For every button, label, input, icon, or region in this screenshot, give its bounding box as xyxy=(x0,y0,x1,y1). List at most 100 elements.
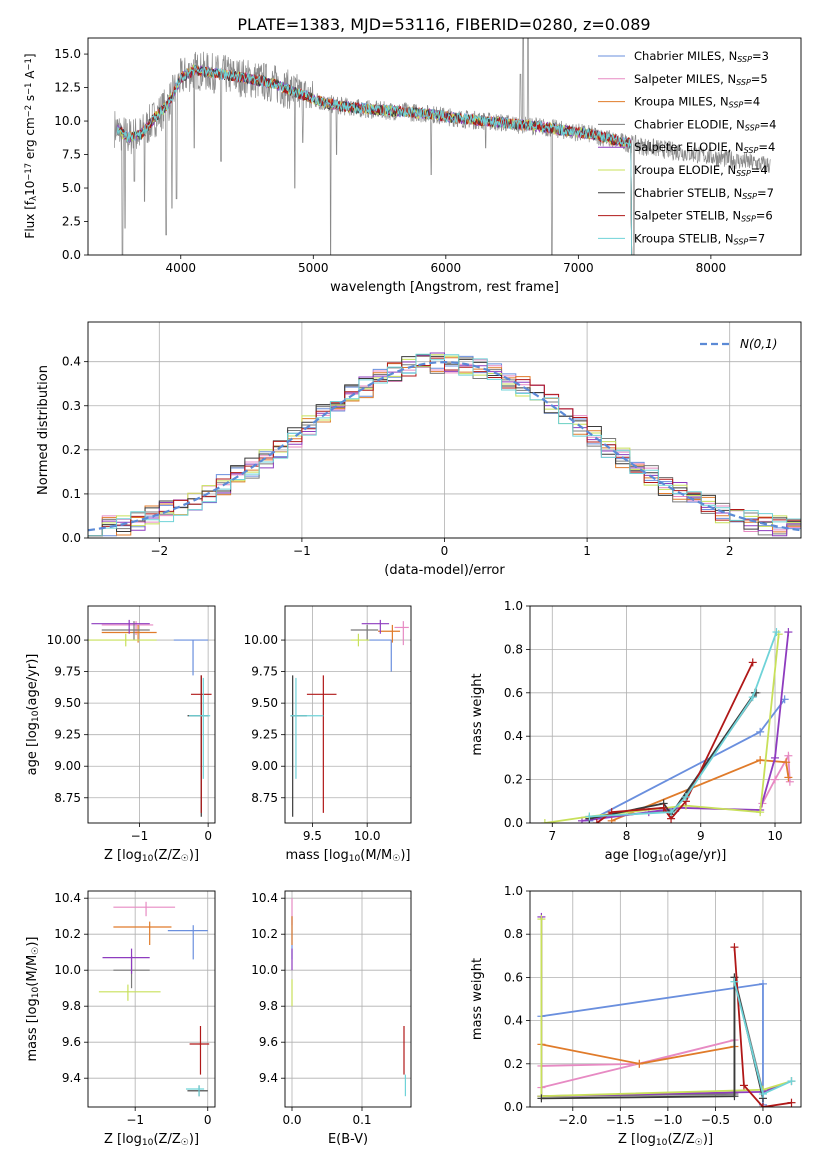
y-tick-label: 0.1 xyxy=(62,487,81,501)
y-tick-label: 9.50 xyxy=(251,696,278,710)
y-tick-label: 5.0 xyxy=(62,181,81,195)
y-tick-label: 10.0 xyxy=(54,963,81,977)
weight-line-6 xyxy=(589,692,756,820)
axis-frame: 7 8 9 10 0.0 0.2 0.4 0.6 0.8 1.0 age [log10(age/yr… xyxy=(504,599,802,864)
axes-residuals: −2 −1 0 1 2 0.0 0.1 0.2 0.3 0.4 (data-model)/error… xyxy=(36,321,802,578)
plot-area-mass_vs_Z xyxy=(98,901,210,1097)
axes-mass_weight_vs_Z: −2.0 −1.5 −1.0 −0.5 0.0 0.0 0.2 0.4 0.6 0.8 1.0 Z [… xyxy=(470,884,802,1148)
y-tick-label: 0.0 xyxy=(504,816,523,830)
y-tick-label: 10.2 xyxy=(251,927,278,941)
x-tick-label: −2 xyxy=(150,544,168,558)
x-axis-label: Z [log10(Z/Z☉)] xyxy=(104,1132,199,1148)
x-tick-label: 9.5 xyxy=(303,829,322,843)
x-tick-label: −2.0 xyxy=(558,1113,587,1127)
x-tick-label: 7 xyxy=(548,829,556,843)
x-axis-label: E(B-V) xyxy=(328,1132,368,1147)
axes-frame xyxy=(87,37,802,256)
weight-line-3 xyxy=(589,692,758,820)
x-axis-label: wavelength [Angstrom, rest frame] xyxy=(330,280,559,295)
x-tick-label: −1 xyxy=(293,544,311,558)
plot-area-age_vs_mass xyxy=(290,619,409,817)
weight-line-7 xyxy=(733,947,792,1107)
x-tick-label: 0 xyxy=(204,829,212,843)
y-tick-label: 9.50 xyxy=(54,696,81,710)
legend-label-gaussian: N(0,1) xyxy=(740,337,777,351)
y-tick-label: 9.6 xyxy=(62,1035,81,1049)
x-tick-label: 10.0 xyxy=(354,829,381,843)
y-tick-label: 9.75 xyxy=(54,665,81,679)
weight-line-0 xyxy=(588,698,786,822)
weight-line-1 xyxy=(761,752,791,804)
axes-spectrum: 4000 5000 6000 7000 8000 0.0 2.5 5.0 7.5 10.0 12.5… xyxy=(23,37,802,295)
y-axis-label: mass weight xyxy=(470,958,485,1040)
weight-line-3 xyxy=(541,977,764,1098)
plot-area-mass_weight_vs_Z xyxy=(537,912,796,1107)
x-tick-label: 2 xyxy=(726,544,734,558)
axis-frame: −1 0 9.4 9.6 9.8 10.0 10.2 10.4 Z [log10(Z/Z☉)] xyxy=(54,890,216,1148)
y-tick-label: 9.8 xyxy=(62,999,81,1013)
y-tick-label: 1.0 xyxy=(504,599,523,613)
axis-frame: 4000 5000 6000 7000 8000 0.0 2.5 5.0 7.5 10.0 12.5… xyxy=(54,37,802,295)
axes-frame xyxy=(87,890,216,1108)
weight-line-4 xyxy=(540,916,792,1098)
y-tick-label: 1.0 xyxy=(504,884,523,898)
plot-area-residuals xyxy=(88,352,801,538)
histogram-8 xyxy=(88,353,801,538)
y-tick-label: 0.2 xyxy=(504,1057,523,1071)
y-tick-label: 8.75 xyxy=(54,791,81,805)
x-tick-label: −1.5 xyxy=(606,1113,635,1127)
legend-label-8: Kroupa STELIB, NSSP=7 xyxy=(634,231,765,246)
y-tick-label: 0.4 xyxy=(504,1014,523,1028)
y-tick-label: 7.5 xyxy=(62,148,81,162)
legend-label-4: Salpeter ELODIE, NSSP=4 xyxy=(634,140,775,155)
y-tick-label: 0.6 xyxy=(504,686,523,700)
legend-label-3: Chabrier ELODIE, NSSP=4 xyxy=(634,117,776,132)
y-axis-label: Normed distribution xyxy=(36,365,51,495)
y-tick-label: 10.00 xyxy=(47,633,81,647)
x-tick-label: 6000 xyxy=(431,261,462,275)
axes-frame xyxy=(284,890,412,1108)
figure-title: PLATE=1383, MJD=53116, FIBERID=0280, z=0… xyxy=(237,15,650,34)
x-tick-label: 0 xyxy=(204,1113,212,1127)
legend-label-0: Chabrier MILES, NSSP=3 xyxy=(634,49,769,64)
x-tick-label: 0.0 xyxy=(753,1113,772,1127)
y-tick-label: 10.00 xyxy=(244,633,278,647)
x-tick-label: −1 xyxy=(126,1113,144,1127)
y-tick-label: 0.8 xyxy=(504,642,523,656)
axes-frame xyxy=(87,605,216,824)
x-tick-label: 0.1 xyxy=(352,1113,371,1127)
axis-frame: 9.5 10.0 8.75 9.00 9.25 9.50 9.75 10.00 mass [lo… xyxy=(244,605,412,864)
y-tick-label: 10.2 xyxy=(54,927,81,941)
x-tick-label: 7000 xyxy=(563,261,594,275)
weight-line-5 xyxy=(544,634,780,823)
y-axis-label: age [log10(age/yr)] xyxy=(25,654,41,776)
y-tick-label: 2.5 xyxy=(62,215,81,229)
y-tick-label: 9.25 xyxy=(251,728,278,742)
plot-area-spectrum xyxy=(114,38,771,255)
y-tick-label: 0.3 xyxy=(62,399,81,413)
x-axis-label: (data-model)/error xyxy=(384,563,505,578)
x-tick-label: 0 xyxy=(441,544,449,558)
x-tick-label: 8000 xyxy=(696,261,727,275)
plot-area-mass_vs_EBV xyxy=(291,898,406,1097)
x-tick-label: 0.0 xyxy=(282,1113,301,1127)
y-tick-label: 0.2 xyxy=(504,773,523,787)
x-tick-label: 9 xyxy=(697,829,705,843)
axes-frame xyxy=(284,605,412,824)
axis-frame: −2 −1 0 1 2 0.0 0.1 0.2 0.3 0.4 (data-model)/error xyxy=(62,321,802,578)
y-axis-label: Flux [fλ10−17 erg cm−2 s−1 A−1] xyxy=(23,53,38,238)
plot-area-mass_weight_vs_age xyxy=(540,628,794,823)
model-spectrum-8 xyxy=(116,64,635,255)
y-tick-label: 0.0 xyxy=(504,1100,523,1114)
y-tick-label: 8.75 xyxy=(251,791,278,805)
y-tick-label: 10.4 xyxy=(54,891,81,905)
weight-line-8 xyxy=(589,631,778,818)
legend-label-7: Salpeter STELIB, NSSP=6 xyxy=(634,209,773,224)
legend-label-6: Chabrier STELIB, NSSP=7 xyxy=(634,186,774,201)
y-tick-label: 0.2 xyxy=(62,443,81,457)
x-axis-label: Z [log10(Z/Z☉)] xyxy=(104,848,199,864)
x-tick-label: 5000 xyxy=(298,261,329,275)
y-tick-label: 10.4 xyxy=(251,891,278,905)
y-tick-label: 0.6 xyxy=(504,970,523,984)
chart-panels: 4000 5000 6000 7000 80000.02.55.07.510.012.5… xyxy=(23,37,802,1148)
